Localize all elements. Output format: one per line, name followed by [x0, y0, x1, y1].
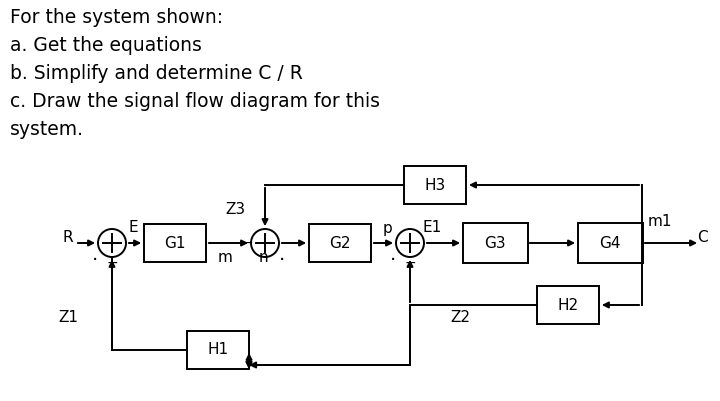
Text: G2: G2 [329, 235, 351, 251]
Text: Z1: Z1 [58, 310, 78, 326]
Bar [144, 224, 206, 262]
Bar [537, 286, 599, 324]
Text: H2: H2 [557, 298, 579, 312]
Text: p: p [383, 221, 393, 235]
Text: a. Get the equations: a. Get the equations [10, 36, 202, 55]
Bar [187, 331, 249, 369]
Circle shape [396, 229, 424, 257]
Text: system.: system. [10, 120, 84, 139]
Text: Z3: Z3 [225, 203, 245, 217]
Bar [309, 224, 371, 262]
Bar [577, 223, 642, 263]
Text: ·: · [92, 251, 98, 269]
Text: m1: m1 [648, 215, 672, 229]
Text: −: − [404, 256, 416, 270]
Circle shape [251, 229, 279, 257]
Text: E1: E1 [422, 221, 441, 235]
Text: n: n [258, 251, 268, 265]
Text: H3: H3 [424, 178, 446, 192]
Text: G1: G1 [164, 235, 186, 251]
Bar [462, 223, 528, 263]
Text: m: m [217, 251, 233, 265]
Text: E: E [128, 221, 138, 235]
Text: G4: G4 [599, 235, 621, 251]
Text: C: C [697, 229, 707, 245]
Text: ·: · [390, 251, 396, 269]
Text: ·: · [279, 251, 285, 269]
Bar [404, 166, 466, 204]
Text: c. Draw the signal flow diagram for this: c. Draw the signal flow diagram for this [10, 92, 380, 111]
Circle shape [98, 229, 126, 257]
Text: H1: H1 [207, 342, 228, 358]
Text: −: − [106, 256, 118, 270]
Text: b. Simplify and determine C / R: b. Simplify and determine C / R [10, 64, 303, 83]
Text: R: R [63, 229, 73, 245]
Text: −: − [241, 236, 253, 250]
Text: Z2: Z2 [450, 310, 470, 326]
Text: G3: G3 [484, 235, 506, 251]
Text: For the system shown:: For the system shown: [10, 8, 223, 27]
